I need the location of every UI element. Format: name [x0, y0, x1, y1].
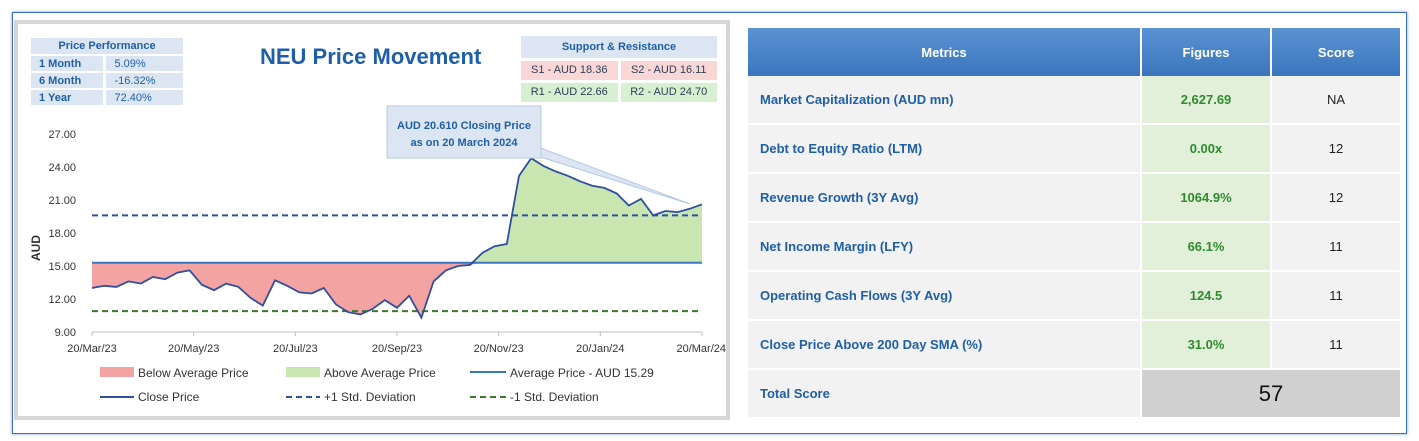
- perf-row: 1 Month 5.09%: [31, 56, 183, 71]
- perf-value: 5.09%: [106, 56, 183, 71]
- resistance-2: R2 - AUD 24.70: [620, 83, 717, 102]
- header-metrics: Metrics: [748, 28, 1142, 76]
- metrics-row: Market Capitalization (AUD mn) 2,627.69 …: [748, 76, 1402, 125]
- legend-minus-sd: -1 Std. Deviation: [510, 390, 599, 404]
- perf-label: 6 Month: [31, 73, 104, 88]
- total-score-value: 57: [1141, 369, 1402, 419]
- y-tick-label: 15.00: [48, 261, 76, 273]
- metrics-header-row: Metrics Figures Score: [748, 28, 1402, 76]
- support-2: S2 - AUD 16.11: [620, 61, 717, 80]
- metrics-table: Metrics Figures Score Market Capitalizat…: [748, 28, 1402, 419]
- x-tick-label: 20/Jan/24: [576, 343, 624, 355]
- callout-line2: as on 20 March 2024: [410, 137, 518, 149]
- metric-score: 11: [1271, 271, 1402, 321]
- metrics-row: Close Price Above 200 Day SMA (%) 31.0% …: [748, 320, 1402, 370]
- metrics-row: Net Income Margin (LFY) 66.1% 11: [748, 222, 1402, 272]
- above-average-area: [92, 158, 702, 263]
- metric-score: 11: [1271, 320, 1402, 370]
- metrics-row: Operating Cash Flows (3Y Avg) 124.5 11: [748, 271, 1402, 321]
- metric-figure: 2,627.69: [1141, 76, 1272, 125]
- metric-name: Market Capitalization (AUD mn): [748, 76, 1142, 125]
- callout-box: [386, 105, 542, 159]
- metrics-row: Debt to Equity Ratio (LTM) 0.00x 12: [748, 124, 1402, 174]
- legend-above: Above Average Price: [324, 366, 436, 380]
- metric-score: 11: [1271, 222, 1402, 272]
- legend-above-swatch: [286, 367, 320, 377]
- metric-name: Close Price Above 200 Day SMA (%): [748, 320, 1142, 370]
- x-tick-label: 20/Jul/23: [273, 343, 318, 355]
- metrics-row: Revenue Growth (3Y Avg) 1064.9% 12: [748, 173, 1402, 223]
- legend-below-swatch: [100, 367, 134, 377]
- y-tick-label: 12.00: [48, 294, 76, 306]
- metric-figure: 31.0%: [1141, 320, 1272, 370]
- header-score: Score: [1271, 28, 1402, 76]
- metric-score: NA: [1271, 76, 1402, 125]
- close-price-line: [91, 156, 703, 320]
- chart-title: NEU Price Movement: [260, 44, 482, 69]
- callout-line1: AUD 20.610 Closing Price: [397, 120, 531, 132]
- sr-header: Support & Resistance: [521, 36, 717, 58]
- perf-row: 6 Month -16.32%: [31, 73, 183, 88]
- perf-label: 1 Month: [31, 56, 104, 71]
- perf-row: 1 Year 72.40%: [31, 90, 183, 105]
- metric-figure: 0.00x: [1141, 124, 1272, 174]
- metric-name: Debt to Equity Ratio (LTM): [748, 124, 1142, 174]
- perf-header: Price Performance: [31, 38, 183, 54]
- x-tick-label: 20/Nov/23: [474, 343, 524, 355]
- price-performance-table: Price Performance 1 Month 5.09% 6 Month …: [31, 36, 183, 107]
- y-tick-label: 24.00: [48, 162, 76, 174]
- price-chart: 27.00 24.00 21.00 18.00 15.00 12.00 9.00 20/Mar…: [29, 105, 726, 404]
- y-tick-label: 27.00: [48, 129, 76, 141]
- resistance-1: R1 - AUD 22.66: [521, 83, 618, 102]
- perf-value: 72.40%: [106, 90, 183, 105]
- y-tick-label: 18.00: [48, 228, 76, 240]
- support-1: S1 - AUD 18.36: [521, 61, 618, 80]
- perf-value: -16.32%: [106, 73, 183, 88]
- x-tick-label: 20/Mar/23: [67, 343, 117, 355]
- total-row: Total Score 57: [748, 369, 1402, 419]
- legend-close: Close Price: [138, 390, 200, 404]
- metric-score: 12: [1271, 173, 1402, 223]
- metric-figure: 1064.9%: [1141, 173, 1272, 223]
- metric-name: Net Income Margin (LFY): [748, 222, 1142, 272]
- x-tick-label: 20/May/23: [168, 343, 219, 355]
- legend-below: Below Average Price: [138, 366, 249, 380]
- legend-avg: Average Price - AUD 15.29: [510, 366, 654, 380]
- support-resistance-box: Support & Resistance S1 - AUD 18.36 S2 -…: [521, 36, 717, 102]
- y-tick-label: 21.00: [48, 195, 76, 207]
- metric-score: 12: [1271, 124, 1402, 174]
- total-score-label: Total Score: [748, 369, 1142, 419]
- perf-label: 1 Year: [31, 90, 104, 105]
- metric-name: Revenue Growth (3Y Avg): [748, 173, 1142, 223]
- header-figures: Figures: [1141, 28, 1272, 76]
- metric-name: Operating Cash Flows (3Y Avg): [748, 271, 1142, 321]
- metric-figure: 66.1%: [1141, 222, 1272, 272]
- below-average-area: [92, 262, 702, 318]
- y-axis-label: AUD: [29, 235, 43, 261]
- x-tick-label: 20/Mar/24: [676, 343, 726, 355]
- y-tick-label: 9.00: [55, 327, 76, 339]
- x-tick-label: 20/Sep/23: [372, 343, 422, 355]
- metric-figure: 124.5: [1141, 271, 1272, 321]
- legend-plus-sd: +1 Std. Deviation: [324, 390, 416, 404]
